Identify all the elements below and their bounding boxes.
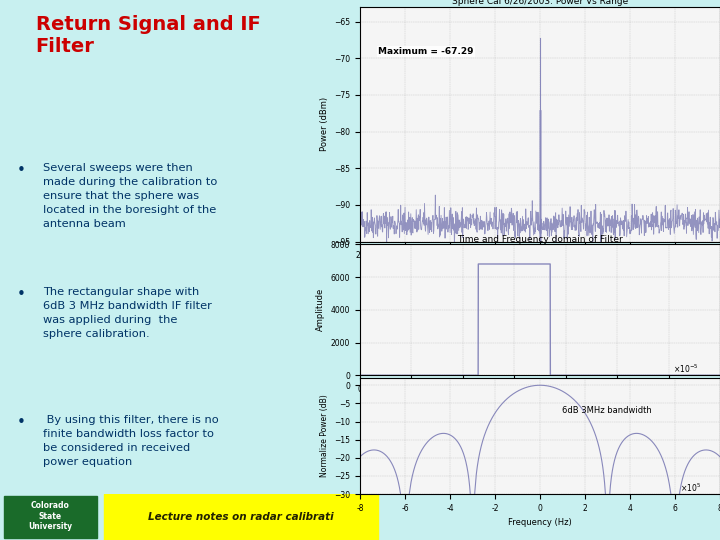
Text: •: • (17, 415, 26, 430)
X-axis label: Range (km): Range (km) (516, 266, 564, 275)
Text: $\times10^{-5}$: $\times10^{-5}$ (673, 362, 698, 375)
Text: The rectangular shape with
6dB 3 MHz bandwidth IF filter
was applied during  the: The rectangular shape with 6dB 3 MHz ban… (42, 287, 212, 339)
Text: $\times10^{5}$: $\times10^{5}$ (680, 481, 701, 494)
Text: •: • (17, 287, 26, 301)
Y-axis label: Amplitude: Amplitude (316, 288, 325, 332)
Y-axis label: Power (dBm): Power (dBm) (320, 97, 328, 151)
Text: Several sweeps were then
made during the calibration to
ensure that the sphere w: Several sweeps were then made during the… (42, 163, 217, 229)
Text: •: • (17, 163, 26, 178)
Y-axis label: Normalize Power (dB): Normalize Power (dB) (320, 395, 328, 477)
Title: Time and Frequency domain of Filter: Time and Frequency domain of Filter (457, 234, 623, 244)
Text: Maximum = -67.29: Maximum = -67.29 (378, 47, 474, 56)
Text: Colorado
State
University: Colorado State University (28, 501, 73, 531)
Text: By using this filter, there is no
finite bandwidth loss factor to
be considered : By using this filter, there is no finite… (42, 415, 218, 467)
X-axis label: Frequency (Hz): Frequency (Hz) (508, 518, 572, 528)
Text: 6dB 3MHz bandwidth: 6dB 3MHz bandwidth (562, 406, 652, 415)
Text: Lecture notes on radar calibrati: Lecture notes on radar calibrati (148, 512, 334, 522)
Text: Return Signal and IF
Filter: Return Signal and IF Filter (36, 15, 261, 56)
Bar (104, 494, 378, 540)
Bar (4, 496, 97, 538)
Title: Sphere Cal 6/26/2003: Power Vs Range: Sphere Cal 6/26/2003: Power Vs Range (452, 0, 628, 6)
X-axis label: Time (μsec): Time (μsec) (516, 400, 564, 409)
